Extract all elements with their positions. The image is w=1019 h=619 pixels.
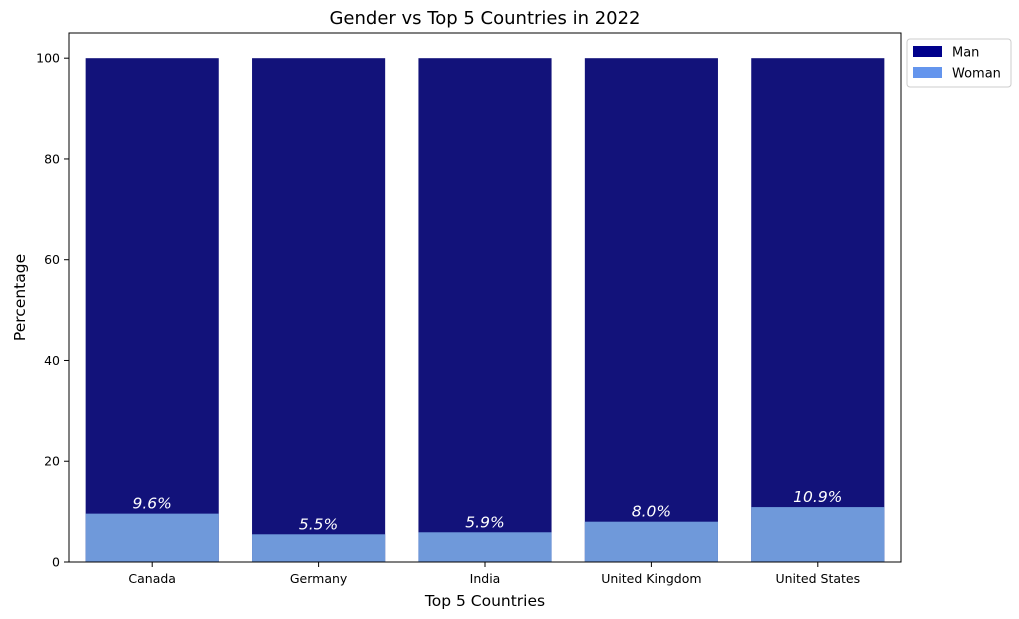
x-axis-ticks: Canada Germany India United Kingdom United S… — [128, 562, 860, 586]
data-labels-layer: 9.6% 5.5% 5.9% 8.0% 10.9% — [133, 488, 843, 533]
bar-woman-0 — [85, 513, 219, 562]
bar-woman-3 — [584, 521, 718, 562]
legend: Man Woman — [906, 38, 1012, 88]
x-tick-label: Canada — [128, 571, 176, 586]
y-tick-label: 0 — [52, 555, 60, 570]
bar-man-2 — [418, 58, 552, 562]
y-axis-ticks: 0 20 40 60 80 100 — [36, 51, 69, 570]
legend-label-man: Man — [952, 46, 979, 61]
bar-man-0 — [85, 58, 219, 562]
bars-layer — [85, 58, 885, 562]
data-label-woman-1: 5.5% — [299, 515, 338, 533]
x-axis-label: Top 5 Countries — [424, 592, 545, 610]
bar-woman-2 — [418, 532, 552, 562]
bar-man-1 — [252, 58, 386, 562]
bar-man-3 — [584, 58, 718, 562]
bar-woman-1 — [252, 534, 386, 562]
chart-title: Gender vs Top 5 Countries in 2022 — [329, 8, 640, 29]
data-label-woman-0: 9.6% — [133, 495, 172, 513]
bar-woman-4 — [751, 507, 885, 562]
x-tick-label: United States — [775, 571, 860, 586]
data-label-woman-3: 8.0% — [632, 503, 671, 521]
legend-swatch-woman — [913, 67, 942, 78]
y-tick-label: 80 — [44, 151, 60, 166]
y-tick-label: 40 — [44, 353, 60, 368]
y-tick-label: 60 — [44, 252, 60, 267]
x-tick-label: India — [470, 571, 501, 586]
data-label-woman-2: 5.9% — [465, 513, 504, 531]
x-tick-label: Germany — [290, 571, 348, 586]
y-tick-label: 20 — [44, 454, 60, 469]
y-tick-label: 100 — [36, 51, 60, 66]
data-label-woman-4: 10.9% — [793, 488, 842, 506]
bar-man-4 — [751, 58, 885, 562]
y-axis-label: Percentage — [11, 254, 29, 341]
x-tick-label: United Kingdom — [601, 571, 701, 586]
legend-label-woman: Woman — [952, 67, 1001, 82]
legend-swatch-man — [913, 46, 942, 57]
